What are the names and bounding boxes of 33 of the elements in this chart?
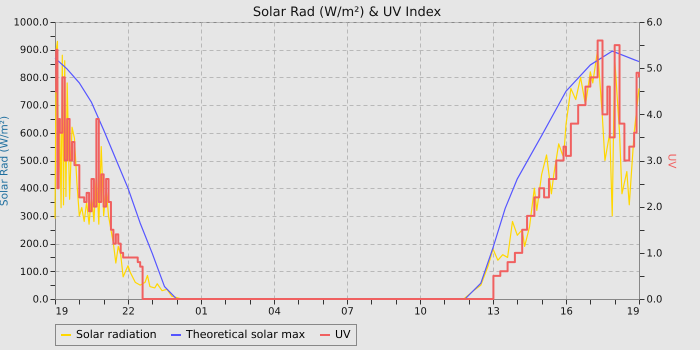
y-tick-label: 100.0 <box>20 266 48 278</box>
x-tick-label: 19 <box>56 306 68 318</box>
y2-tick-label: 2.0 <box>646 202 662 214</box>
y-tick-label: 600.0 <box>20 128 48 140</box>
y-tick-label: 200.0 <box>20 239 48 250</box>
y2-axis-title: UV <box>665 154 678 170</box>
x-tick-label: 01 <box>195 306 208 318</box>
y2-tick-label: 5.0 <box>646 64 662 75</box>
legend-label: Theoretical solar max <box>185 328 306 341</box>
x-tick-label: 10 <box>414 306 427 318</box>
y-tick-label: 500.0 <box>20 156 48 167</box>
y2-tick-label: 1.0 <box>646 248 662 260</box>
y-tick-label: 0.0 <box>32 294 48 306</box>
legend-label: UV <box>335 328 352 341</box>
y2-tick-label: 3.0 <box>646 156 662 167</box>
y-tick-label: 1000.0 <box>14 18 48 28</box>
legend-label: Solar radiation <box>76 328 157 341</box>
chart-title: Solar Rad (W/m²) & UV Index <box>252 5 442 20</box>
x-tick-label: 13 <box>487 306 500 318</box>
y-tick-label: 900.0 <box>20 45 48 56</box>
x-tick-label: 07 <box>341 306 354 318</box>
y-tick-label: 700.0 <box>20 100 48 112</box>
y-tick-label: 800.0 <box>20 72 48 84</box>
y2-tick-label: 6.0 <box>646 18 662 28</box>
y-tick-label: 400.0 <box>20 184 48 195</box>
x-tick-label: 16 <box>560 306 573 318</box>
y-tick-label: 300.0 <box>20 211 48 222</box>
y-axis-title: Solar Rad (W/m²) <box>0 116 11 206</box>
y2-tick-label: 0.0 <box>646 294 662 306</box>
y2-tick-label: 4.0 <box>646 110 662 121</box>
x-tick-label: 19 <box>626 306 640 318</box>
x-tick-label: 22 <box>122 306 135 318</box>
x-tick-label: 04 <box>268 306 281 318</box>
